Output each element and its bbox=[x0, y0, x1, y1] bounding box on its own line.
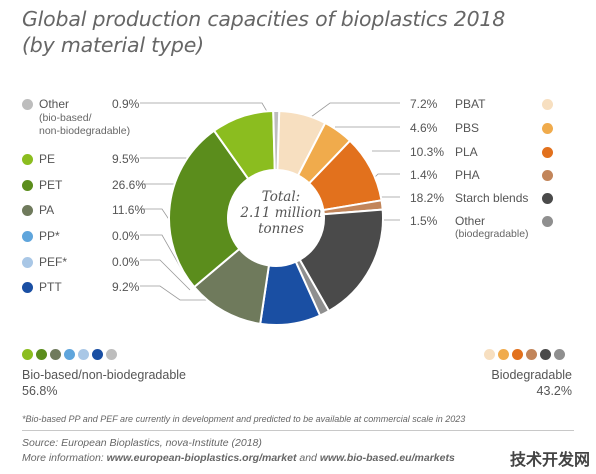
nonbio-dot-6 bbox=[106, 349, 117, 360]
bio-dot-4 bbox=[540, 349, 551, 360]
legend-dot bbox=[542, 147, 553, 158]
legend-pct: 9.2% bbox=[112, 280, 140, 294]
legend-dot bbox=[542, 216, 553, 227]
donut-slices bbox=[168, 110, 384, 326]
legend-pct: 18.2% bbox=[410, 191, 445, 205]
nonbio-group-label: Bio-based/non-biodegradable bbox=[22, 368, 187, 382]
bio-group-dots bbox=[484, 347, 568, 365]
nonbio-group-dots bbox=[22, 347, 120, 365]
nonbio-group-pct: 56.8% bbox=[22, 384, 58, 398]
bio-dot-5 bbox=[554, 349, 565, 360]
legend-label: PA bbox=[39, 203, 55, 217]
legend-label: Starch blends bbox=[455, 191, 529, 205]
pie-slice-other-12 bbox=[272, 110, 281, 172]
center-line-3: tonnes bbox=[258, 221, 304, 237]
pie-slice-starch-blends-4 bbox=[298, 208, 384, 313]
legend-label: Other bbox=[39, 97, 70, 111]
nonbio-dot-2 bbox=[50, 349, 61, 360]
bio-dot-0 bbox=[484, 349, 495, 360]
legend-dot bbox=[22, 231, 33, 242]
legend-label: PBAT bbox=[455, 97, 486, 111]
leader-line-5 bbox=[140, 259, 191, 291]
legend-sub: (bio-based/ bbox=[39, 112, 92, 124]
more-info: More information: www.european-bioplasti… bbox=[22, 452, 455, 464]
nonbio-dot-1 bbox=[36, 349, 47, 360]
center-line-1: Total: bbox=[261, 189, 301, 205]
nonbio-dot-3 bbox=[64, 349, 75, 360]
legend-dot bbox=[542, 99, 553, 110]
bio-group-label: Biodegradable bbox=[491, 368, 572, 382]
legend-dot bbox=[542, 193, 553, 204]
legend-dot bbox=[22, 99, 33, 110]
legend-pct: 0.0% bbox=[112, 229, 140, 243]
legend-dot bbox=[542, 123, 553, 134]
nonbio-dot-4 bbox=[78, 349, 89, 360]
legend-label: PE bbox=[39, 152, 56, 166]
bio-dot-2 bbox=[512, 349, 523, 360]
legend-pct: 4.6% bbox=[410, 121, 438, 135]
legend-pct: 7.2% bbox=[410, 97, 438, 111]
legend-pct: 11.6% bbox=[112, 203, 146, 217]
nonbio-dot-5 bbox=[92, 349, 103, 360]
legend-label: PHA bbox=[455, 168, 480, 182]
legend-pct: 1.5% bbox=[410, 214, 438, 228]
legend-label: PTT bbox=[39, 280, 62, 294]
legend-sub: non-biodegradable) bbox=[39, 125, 131, 137]
legend-pct: 0.9% bbox=[112, 97, 140, 111]
legend-dot bbox=[22, 257, 33, 268]
pie-slice-pet-10 bbox=[168, 129, 250, 289]
center-line-2: 2.11 million bbox=[240, 205, 322, 221]
divider bbox=[22, 430, 574, 431]
bio-dot-3 bbox=[526, 349, 537, 360]
legend-dot bbox=[22, 154, 33, 165]
legend-pct: 10.3% bbox=[410, 145, 445, 159]
legend-label: PEF* bbox=[39, 255, 68, 269]
chart-title-line1: Global production capacities of bioplast… bbox=[22, 7, 506, 31]
link-european-bioplastics[interactable]: www.european-bioplastics.org/market bbox=[106, 452, 297, 464]
donut-center-label: Total: 2.11 million tonnes bbox=[235, 189, 327, 237]
legend-sub: (biodegradable) bbox=[455, 228, 529, 240]
legend-dot bbox=[22, 180, 33, 191]
more-info-and: and bbox=[296, 452, 320, 464]
leader-line-4 bbox=[140, 234, 183, 271]
nonbio-dot-0 bbox=[22, 349, 33, 360]
legend-label: PBS bbox=[455, 121, 480, 135]
legend-pct: 1.4% bbox=[410, 168, 438, 182]
legend-dot bbox=[22, 205, 33, 216]
legend-pct: 26.6% bbox=[112, 178, 147, 192]
legend-dot bbox=[22, 282, 33, 293]
bio-dot-1 bbox=[498, 349, 509, 360]
link-bio-based[interactable]: www.bio-based.eu/markets bbox=[319, 452, 455, 464]
chart-title-line2: (by material type) bbox=[22, 33, 204, 57]
bio-group-pct: 43.2% bbox=[536, 384, 572, 398]
legend-label: Other bbox=[455, 214, 486, 228]
legend-pct: 9.5% bbox=[112, 152, 140, 166]
watermark-logo: 技术开发网 bbox=[509, 452, 590, 469]
source-text: Source: European Bioplastics, nova-Insti… bbox=[22, 437, 262, 449]
chart-title: Global production capacities of bioplast… bbox=[22, 6, 505, 58]
legend-pct: 0.0% bbox=[112, 255, 140, 269]
legend-label: PLA bbox=[455, 145, 478, 159]
legend-label: PET bbox=[39, 178, 63, 192]
legend-dot bbox=[542, 170, 553, 181]
footnote: *Bio-based PP and PEF are currently in d… bbox=[22, 414, 466, 424]
more-info-prefix: More information: bbox=[22, 452, 107, 464]
legend-label: PP* bbox=[39, 229, 60, 243]
